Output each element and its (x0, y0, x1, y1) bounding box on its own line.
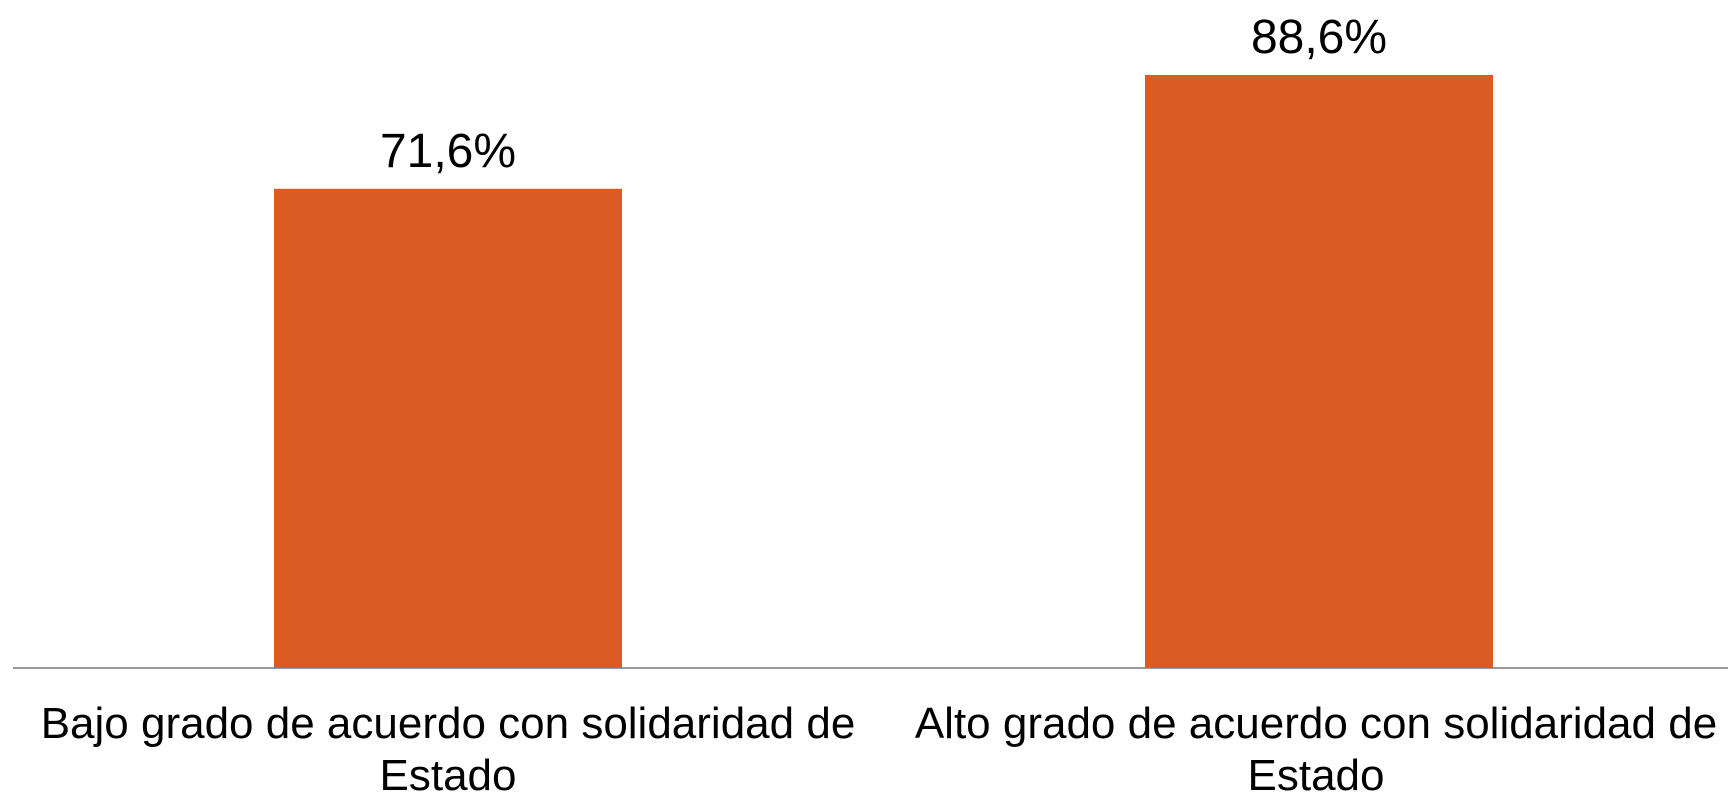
x-tick-label: Alto grado de acuerdo con solidaridad de… (914, 699, 1718, 800)
value-label: 71,6% (380, 125, 516, 178)
bar (1145, 75, 1493, 668)
value-label: 88,6% (1251, 11, 1387, 64)
x-tick-label: Bajo grado de acuerdo con solidaridad de… (40, 699, 856, 800)
bar (274, 188, 622, 668)
